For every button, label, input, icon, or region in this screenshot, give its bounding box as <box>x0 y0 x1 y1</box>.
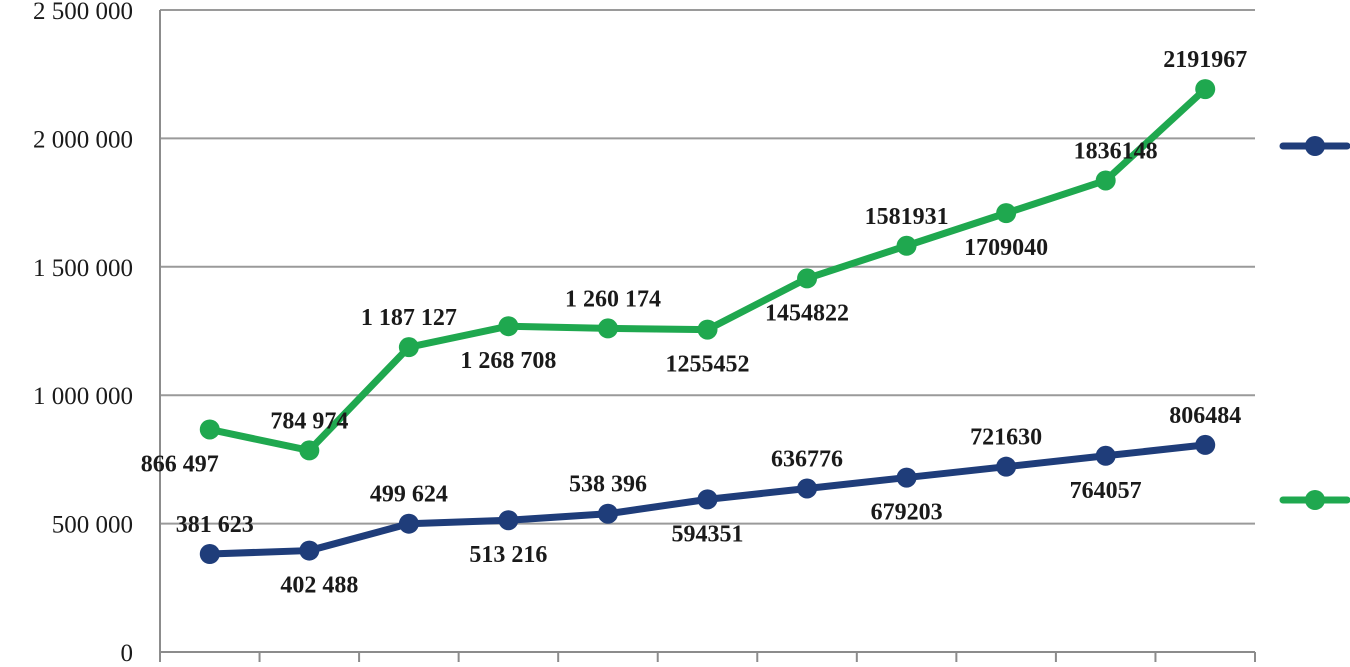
series-1-point <box>1195 434 1216 455</box>
series-2-point <box>896 235 917 256</box>
series-1-data-label: 538 396 <box>569 472 647 498</box>
series-1-point <box>1095 445 1116 466</box>
series-1-point <box>498 510 519 531</box>
series-2-data-label: 1255452 <box>666 352 750 378</box>
series-1-data-label: 381 623 <box>176 512 254 538</box>
series-2-data-label: 2191967 <box>1163 47 1247 73</box>
series-2-point <box>1095 170 1116 191</box>
series-1-data-label: 806484 <box>1169 403 1241 429</box>
series-1-data-label: 513 216 <box>469 542 547 568</box>
series-2-point <box>797 268 818 289</box>
series-2-data-label: 1581931 <box>865 204 949 230</box>
series-2-point <box>697 319 718 340</box>
series-2-data-label: 1836148 <box>1074 138 1158 164</box>
series-1-data-label: 499 624 <box>370 482 448 508</box>
data-labels: 381 623 402 488 499 624 513 216 538 396 59435… <box>141 47 1247 598</box>
axes: 0 500 000 1 000 000 1 500 000 2 000 000 2 500… <box>33 0 1256 667</box>
series-2-point <box>996 203 1017 224</box>
series-2-line <box>206 85 1209 454</box>
series-2-data-label: 1709040 <box>964 235 1048 261</box>
series-1-point <box>797 478 818 499</box>
series-1-point <box>896 467 917 488</box>
series-1-point <box>398 513 419 534</box>
legend-marker-series-2 <box>1305 490 1325 510</box>
series-2-data-label: 1 268 708 <box>460 348 556 374</box>
legend <box>1279 136 1350 510</box>
series-2-point <box>398 337 419 358</box>
series-2-data-label: 1454822 <box>765 300 849 326</box>
series-2-point <box>1195 79 1216 100</box>
series-1-data-label: 636776 <box>771 446 843 472</box>
series-1-point <box>996 456 1017 477</box>
series-1-point <box>199 543 220 564</box>
series-2-data-label: 1 187 127 <box>361 305 457 331</box>
series-2-point <box>498 316 519 337</box>
series-2-point <box>199 419 220 440</box>
y-tick-label: 1 500 000 <box>33 255 133 282</box>
legend-marker-series-1 <box>1305 136 1325 156</box>
series-1-point <box>697 489 718 510</box>
series-2-point <box>299 440 320 461</box>
series-2-point <box>597 318 618 339</box>
series-1-point <box>299 540 320 561</box>
y-tick-label: 500 000 <box>52 512 133 539</box>
gridlines <box>160 9 1255 525</box>
series-1-data-label: 402 488 <box>280 573 358 599</box>
series-1-point <box>597 503 618 524</box>
y-tick-label: 1 000 000 <box>33 383 133 410</box>
series-1-data-label: 764057 <box>1070 478 1142 504</box>
series-1-data-label: 594351 <box>672 521 744 547</box>
series-1-data-label: 679203 <box>871 500 943 526</box>
series-1-data-label: 721630 <box>970 425 1042 451</box>
series-2-data-label: 1 260 174 <box>565 286 661 312</box>
series-2-data-label: 866 497 <box>141 451 219 477</box>
series-2-data-label: 784 974 <box>270 408 348 434</box>
y-tick-label: 2 000 000 <box>33 126 133 153</box>
y-tick-label: 2 500 000 <box>33 0 133 25</box>
series-lines <box>199 79 1216 564</box>
y-tick-label: 0 <box>121 640 134 667</box>
